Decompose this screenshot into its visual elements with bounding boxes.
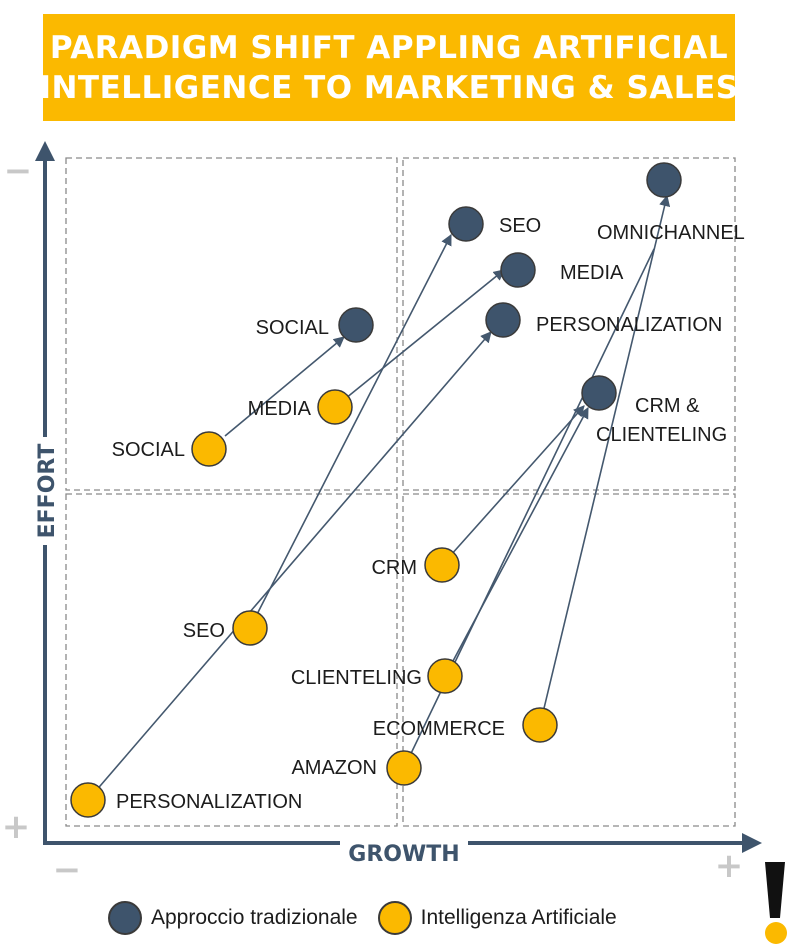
traditional-point-omnichannel bbox=[646, 162, 682, 198]
quadrant-grid bbox=[65, 157, 736, 827]
label-traditional-crm-clienteling-1: CRM & bbox=[635, 395, 700, 417]
ai-point-seo bbox=[232, 610, 268, 646]
title-line-1: PARADIGM SHIFT APPLING ARTIFICIAL bbox=[49, 29, 729, 66]
traditional-point-personalization bbox=[485, 302, 521, 338]
label-traditional-social: SOCIAL bbox=[256, 317, 329, 339]
arrow-crm bbox=[441, 405, 585, 566]
title-banner: PARADIGM SHIFT APPLING ARTIFICIAL INTELL… bbox=[39, 14, 738, 121]
ai-point-social bbox=[191, 431, 227, 467]
traditional-point-media bbox=[500, 252, 536, 288]
legend-label-ai: Intelligenza Artificiale bbox=[420, 906, 617, 929]
label-traditional-media: MEDIA bbox=[560, 262, 624, 284]
traditional-point-crm-clienteling bbox=[581, 375, 617, 411]
y-axis-plus-sign: + bbox=[2, 807, 31, 847]
label-ai-amazon: AMAZON bbox=[291, 757, 377, 779]
quadrant-bottom-right bbox=[402, 493, 736, 827]
quadrant-bottom-left bbox=[65, 493, 398, 827]
label-ai-personalization: PERSONALIZATION bbox=[116, 791, 302, 813]
arrow-media bbox=[334, 269, 505, 408]
ai-point-ecommerce bbox=[522, 707, 558, 743]
legend-item-traditional: Approccio tradizionale bbox=[108, 901, 358, 935]
quadrant-top-right bbox=[402, 157, 736, 491]
legend-dot-ai bbox=[377, 901, 412, 935]
x-axis-label: GROWTH bbox=[348, 842, 459, 867]
legend-label-traditional: Approccio tradizionale bbox=[151, 906, 358, 929]
ai-point-crm bbox=[424, 547, 460, 583]
quadrant-top-left bbox=[65, 157, 398, 491]
arrow-social bbox=[224, 336, 345, 437]
transition-arrows bbox=[87, 194, 671, 801]
y-axis-label: EFFORT bbox=[35, 444, 60, 539]
arrow-personalization bbox=[87, 331, 492, 801]
label-traditional-crm-clienteling-2: CLIENTELING bbox=[596, 424, 727, 446]
y-axis-minus-sign: − bbox=[4, 151, 33, 191]
x-axis-plus-sign: + bbox=[715, 846, 744, 886]
exclamation-mark-icon bbox=[765, 862, 787, 944]
ai-point-clienteling bbox=[427, 658, 463, 694]
traditional-point-social bbox=[338, 307, 374, 343]
label-traditional-seo: SEO bbox=[499, 215, 541, 237]
legend-item-ai: Intelligenza Artificiale bbox=[377, 901, 617, 935]
legend-dot-traditional bbox=[108, 901, 142, 935]
ai-point-amazon bbox=[386, 750, 422, 786]
legend: Approccio tradizionale Intelligenza Arti… bbox=[108, 899, 637, 937]
traditional-points bbox=[338, 162, 682, 411]
label-ai-seo: SEO bbox=[183, 620, 225, 642]
x-axis-label-bg bbox=[340, 832, 468, 856]
arrow-clienteling bbox=[444, 407, 589, 677]
y-axis-label-bg bbox=[31, 437, 59, 545]
label-traditional-omnichannel: OMNICHANNEL bbox=[597, 222, 745, 244]
ai-point-media bbox=[317, 389, 353, 425]
arrow-seo bbox=[249, 234, 452, 629]
x-axis-minus-sign: − bbox=[53, 850, 82, 890]
label-ai-clienteling: CLIENTELING bbox=[291, 667, 422, 689]
label-ai-media: MEDIA bbox=[248, 398, 312, 420]
label-ai-ecommerce: ECOMMERCE bbox=[373, 718, 505, 740]
label-ai-social: SOCIAL bbox=[112, 439, 185, 461]
ai-point-personalization bbox=[70, 782, 106, 818]
label-ai-crm: CRM bbox=[371, 557, 417, 579]
ai-points bbox=[70, 389, 558, 818]
label-traditional-personalization: PERSONALIZATION bbox=[536, 314, 722, 336]
arrow-ecommerce bbox=[539, 194, 671, 726]
traditional-point-seo bbox=[448, 206, 484, 242]
title-line-2: INTELLIGENCE TO MARKETING & SALES bbox=[39, 69, 739, 106]
